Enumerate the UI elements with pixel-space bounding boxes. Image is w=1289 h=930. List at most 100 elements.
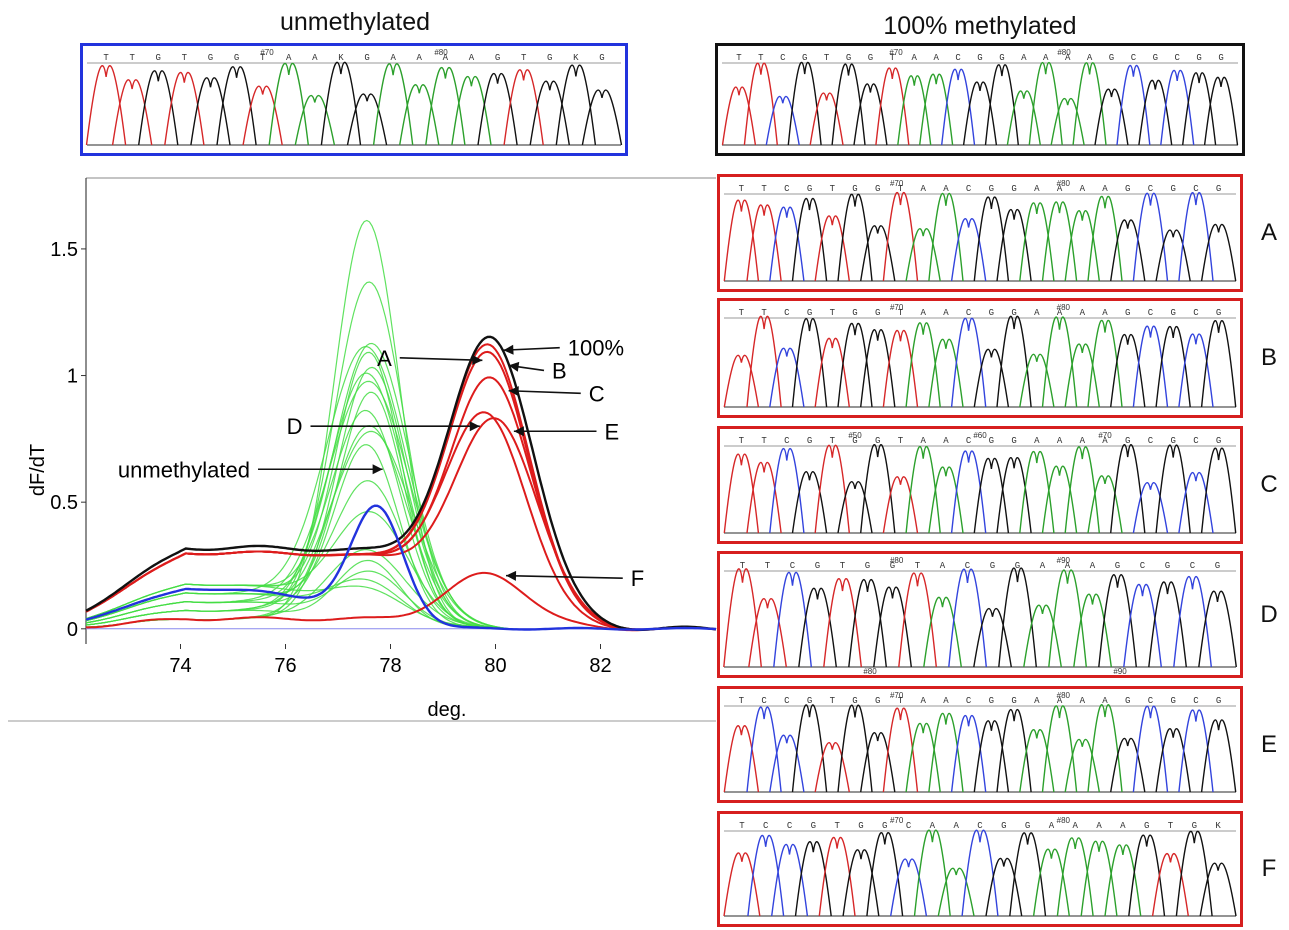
base-call: G [1165, 561, 1170, 571]
base-call: T [898, 696, 904, 706]
trace-peak [1087, 195, 1123, 282]
base-call: A [469, 53, 475, 63]
base-call: G [1216, 436, 1221, 446]
trace-peak [905, 228, 941, 282]
trace-peak [1160, 69, 1195, 146]
base-call: T [915, 561, 921, 571]
trace-peak [769, 347, 805, 408]
base-call: C [763, 821, 769, 831]
base-call: G [865, 561, 870, 571]
base-call: C [966, 184, 972, 194]
position-marker: #70 [890, 691, 904, 700]
base-call: G [989, 308, 994, 318]
trace-peak [1199, 862, 1237, 917]
plot-frame [8, 177, 716, 722]
base-call: A [943, 436, 949, 446]
base-call: T [260, 53, 266, 63]
base-call: G [882, 821, 887, 831]
base-call: C [1190, 561, 1196, 571]
base-call: K [573, 53, 579, 63]
base-call: A [912, 53, 918, 63]
x-tick-label: 80 [484, 655, 506, 677]
y-tick-label: 1 [67, 366, 78, 388]
base-call: A [1057, 436, 1063, 446]
trace-peak [973, 457, 1010, 534]
base-call: A [1065, 53, 1071, 63]
trace-peak [1056, 837, 1094, 917]
trace-peak [1138, 79, 1173, 146]
trace-peak [961, 829, 999, 917]
trace-peak [555, 64, 597, 146]
base-call: G [1170, 184, 1175, 194]
base-call: A [443, 53, 449, 63]
base-call: G [807, 184, 812, 194]
trace-peak [1023, 604, 1062, 668]
base-call: T [736, 53, 742, 63]
base-call: A [1080, 308, 1086, 318]
unmethylated-title: unmethylated [279, 8, 431, 36]
base-call: T [129, 53, 135, 63]
trace-panel-svg: T C C G T G G C A A C G G A A A A G T G K #70 #80 [723, 816, 1237, 917]
x-tick-label: 78 [379, 655, 401, 677]
trace-peak [1064, 738, 1100, 793]
trace-peak [814, 444, 850, 534]
base-call: G [599, 53, 604, 63]
base-call: T [761, 436, 767, 446]
trace-peak [791, 197, 828, 282]
annotation-label: 100% [568, 336, 624, 361]
trace-peak [1178, 192, 1214, 282]
annotation-label: A [377, 346, 392, 371]
base-call: C [1148, 308, 1154, 318]
position-marker: #80 [1057, 303, 1071, 312]
base-call: T [103, 53, 109, 63]
base-call: A [1034, 184, 1040, 194]
trace-peak [882, 191, 919, 282]
base-call: A [417, 53, 423, 63]
annotation-arrowhead [508, 361, 520, 372]
base-call: C [1193, 308, 1199, 318]
base-call: G [1011, 696, 1016, 706]
base-call: G [1011, 436, 1016, 446]
base-call: A [943, 696, 949, 706]
base-call: G [875, 184, 880, 194]
base-call: T [830, 696, 836, 706]
position-marker: #80 [434, 48, 448, 57]
base-call: T [840, 561, 846, 571]
base-call: K [338, 53, 344, 63]
annotation-label: unmethylated [118, 457, 250, 482]
base-call: A [1080, 436, 1086, 446]
base-call: T [739, 436, 745, 446]
base-call: G [846, 53, 851, 63]
base-call: T [758, 53, 764, 63]
base-call: A [940, 561, 946, 571]
base-call: G [495, 53, 500, 63]
trace-peak [950, 714, 987, 793]
trace-peak [897, 75, 932, 146]
trace-panel-d: T T C G T G G T A C G G A A A G C G C G #80 #90 #80 #90 [717, 551, 1243, 678]
trace-panel-c: T T C G T G G T A A C G G A A A A G C G C G #50 #60 #70 [717, 426, 1243, 544]
base-call: G [990, 561, 995, 571]
base-call: G [1025, 821, 1030, 831]
trace-panel-svg: T T C G T G G T A C G G A A A G C G C G#80 #90#80 #90 [723, 556, 1237, 675]
annotation-arrowhead [508, 386, 519, 397]
annotation-label: F [631, 566, 644, 591]
base-call: G [875, 696, 880, 706]
trace-peak [1087, 319, 1123, 408]
trace-peak [294, 95, 336, 146]
trace-peak [950, 450, 987, 534]
x-tick-label: 76 [274, 655, 296, 677]
trace-peak [837, 193, 873, 282]
methylated-title: 100% methylated [883, 12, 1077, 40]
base-call: G [234, 53, 239, 63]
trace-peak [1098, 574, 1137, 668]
annotation-arrowhead [372, 464, 383, 475]
base-call: T [830, 308, 836, 318]
base-call: G [1216, 184, 1221, 194]
green-curve [85, 578, 717, 631]
trace-panel-svg: T C C G T G G T A A C G G A A A A G C G C G #70 #80 [723, 691, 1237, 793]
trace-peak [973, 196, 1010, 282]
position-marker: #80 [1057, 691, 1071, 700]
base-call: T [834, 821, 840, 831]
base-call: C [1148, 696, 1154, 706]
